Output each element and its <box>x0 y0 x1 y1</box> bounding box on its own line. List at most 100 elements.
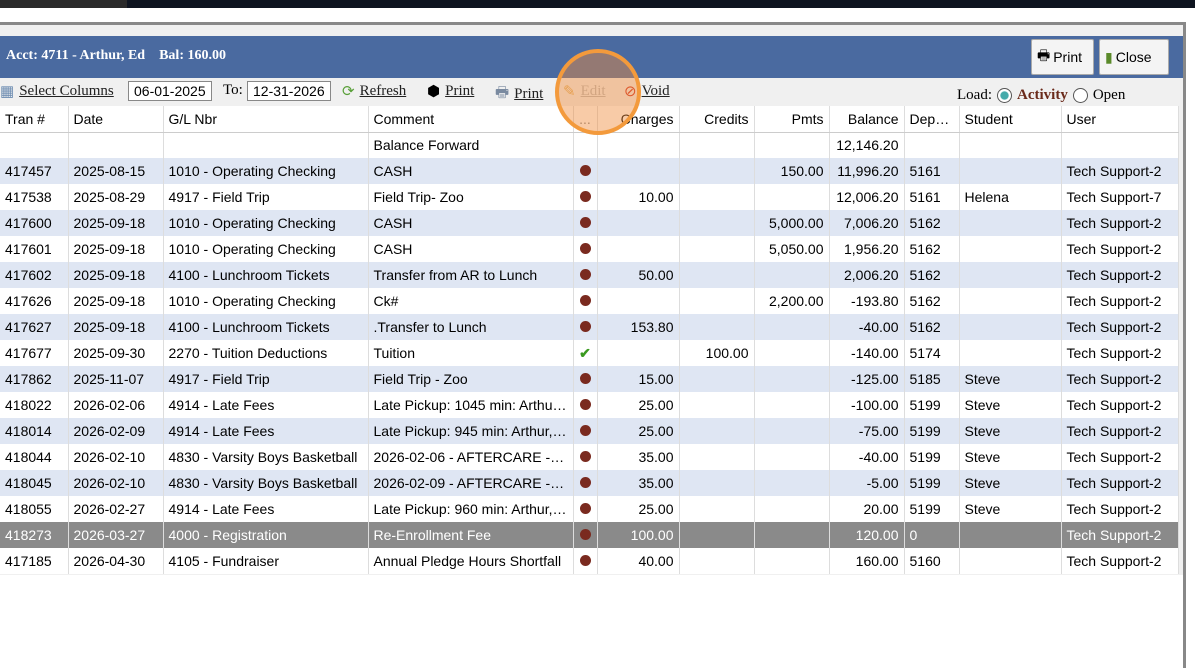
print-button-1[interactable]: ⬢ Print <box>427 82 474 101</box>
column-header[interactable]: ... <box>573 106 598 133</box>
cell-gl: 1010 - Operating Checking <box>163 158 369 184</box>
column-header[interactable]: Balance <box>829 106 905 133</box>
printer-icon: 🖶 <box>1037 47 1051 63</box>
select-columns-button[interactable]: ▦ Select Columns <box>0 82 114 101</box>
cell-depo: 5160 <box>904 548 960 574</box>
refresh-link[interactable]: Refresh <box>359 83 407 99</box>
table-row[interactable]: Balance Forward 12,146.20 <box>0 132 1179 158</box>
cell-student: Steve <box>959 444 1062 470</box>
table-row[interactable]: 418022 2026-02-06 4914 - Late Fees Late Pic… <box>0 392 1179 418</box>
edit-button[interactable]: ✎ Edit <box>563 82 606 101</box>
column-header[interactable]: Student <box>959 106 1062 133</box>
print-link-2[interactable]: Print <box>514 86 544 102</box>
cell-flag <box>573 418 598 444</box>
cell-charges: 25.00 <box>597 418 680 444</box>
cell-depo: 5199 <box>904 444 960 470</box>
browser-tab <box>0 0 127 8</box>
account-title: Acct: 4711 - Arthur, Ed Bal: 160.00 <box>6 48 226 63</box>
table-row[interactable]: 418273 2026-03-27 4000 - Registration Re-En… <box>0 522 1179 548</box>
cell-charges: 50.00 <box>597 262 680 288</box>
column-header[interactable]: User <box>1061 106 1179 133</box>
cell-pmts <box>754 418 830 444</box>
cell-balance: -40.00 <box>829 444 905 470</box>
status-dot-icon <box>579 217 591 228</box>
cell-flag <box>573 392 598 418</box>
cell-gl: 4105 - Fundraiser <box>163 548 369 574</box>
cell-gl: 4914 - Late Fees <box>163 392 369 418</box>
cell-pmts: 2,200.00 <box>754 288 830 314</box>
cell-flag: ✔ <box>573 340 598 366</box>
table-row[interactable]: 417601 2025-09-18 1010 - Operating Checkin… <box>0 236 1179 262</box>
status-dot-icon <box>579 503 591 514</box>
cell-date: 2026-02-09 <box>68 418 164 444</box>
column-header[interactable]: Pmts <box>754 106 830 133</box>
cell-student: Steve <box>959 392 1062 418</box>
refresh-button[interactable]: ⟳ Refresh <box>342 82 406 101</box>
print-button-2[interactable]: 🖶 Print <box>495 82 543 107</box>
cell-credits: 100.00 <box>679 340 755 366</box>
cell-charges <box>597 236 680 262</box>
column-header[interactable]: Comment <box>368 106 574 133</box>
cell-balance: 1,956.20 <box>829 236 905 262</box>
table-row[interactable]: 417538 2025-08-29 4917 - Field Trip Field T… <box>0 184 1179 210</box>
column-header[interactable]: Credits <box>679 106 755 133</box>
cell-comment: Re-Enrollment Fee <box>368 522 574 548</box>
cell-pmts <box>754 366 830 392</box>
select-columns-link[interactable]: Select Columns <box>19 83 114 99</box>
cell-student: Steve <box>959 470 1062 496</box>
header-print-button[interactable]: 🖶 Print <box>1031 39 1094 75</box>
table-row[interactable]: 417185 2026-04-30 4105 - Fundraiser Annual … <box>0 548 1179 574</box>
cell-credits <box>679 392 755 418</box>
close-button[interactable]: ▮ Close <box>1099 39 1169 75</box>
status-dot-icon <box>579 529 591 540</box>
table-row[interactable]: 417862 2025-11-07 4917 - Field Trip Field T… <box>0 366 1179 392</box>
cell-flag <box>573 314 598 340</box>
column-header[interactable]: Depo... <box>904 106 960 133</box>
column-header[interactable]: G/L Nbr <box>163 106 369 133</box>
cell-charges <box>597 340 680 366</box>
table-row[interactable]: 418014 2026-02-09 4914 - Late Fees Late Pic… <box>0 418 1179 444</box>
cell-tran: 417457 <box>0 158 69 184</box>
print-link-1[interactable]: Print <box>445 83 475 99</box>
open-radio[interactable] <box>1072 88 1088 103</box>
cell-date: 2026-02-10 <box>68 444 164 470</box>
table-row[interactable]: 418044 2026-02-10 4830 - Varsity Boys Bask… <box>0 444 1179 470</box>
cell-user: Tech Support-2 <box>1061 548 1179 574</box>
void-button[interactable]: ⊘ Void <box>624 82 670 101</box>
table-row[interactable]: 417627 2025-09-18 4100 - Lunchroom Tickets… <box>0 314 1179 340</box>
status-dot-icon <box>579 477 591 488</box>
void-link[interactable]: Void <box>641 83 670 99</box>
cell-gl: 1010 - Operating Checking <box>163 288 369 314</box>
column-header[interactable]: Date <box>68 106 164 133</box>
cell-charges: 153.80 <box>597 314 680 340</box>
top-bar <box>0 0 1195 8</box>
table-row[interactable]: 417457 2025-08-15 1010 - Operating Checkin… <box>0 158 1179 184</box>
column-header[interactable]: Tran # <box>0 106 69 133</box>
column-header[interactable]: Charges <box>597 106 680 133</box>
table-row[interactable]: 417677 2025-09-30 2270 - Tuition Deduction… <box>0 340 1179 366</box>
cell-pmts <box>754 262 830 288</box>
cell-user: Tech Support-2 <box>1061 470 1179 496</box>
edit-link[interactable]: Edit <box>580 83 606 99</box>
cell-balance: 160.00 <box>829 548 905 574</box>
cell-flag <box>573 548 598 574</box>
cell-balance: 20.00 <box>829 496 905 522</box>
table-row[interactable]: 418045 2026-02-10 4830 - Varsity Boys Bask… <box>0 470 1179 496</box>
table-row[interactable]: 417600 2025-09-18 1010 - Operating Checkin… <box>0 210 1179 236</box>
table-row[interactable]: 417602 2025-09-18 4100 - Lunchroom Tickets… <box>0 262 1179 288</box>
refresh-icon: ⟳ <box>342 84 355 100</box>
cell-user: Tech Support-2 <box>1061 522 1179 548</box>
activity-radio[interactable] <box>997 88 1012 103</box>
from-date-input[interactable]: 06-01-2025 <box>128 81 212 101</box>
cell-comment: 2026-02-09 - AFTERCARE - Steve <box>368 470 574 496</box>
cell-credits <box>679 470 755 496</box>
table-row[interactable]: 417626 2025-09-18 1010 - Operating Checkin… <box>0 288 1179 314</box>
cell-charges <box>597 132 680 158</box>
cell-credits <box>679 262 755 288</box>
cell-credits <box>679 288 755 314</box>
table-row[interactable]: 418055 2026-02-27 4914 - Late Fees Late Pic… <box>0 496 1179 522</box>
cell-depo: 5162 <box>904 288 960 314</box>
to-date-input[interactable]: 12-31-2026 <box>247 81 331 101</box>
cell-date: 2025-08-15 <box>68 158 164 184</box>
cell-credits <box>679 184 755 210</box>
